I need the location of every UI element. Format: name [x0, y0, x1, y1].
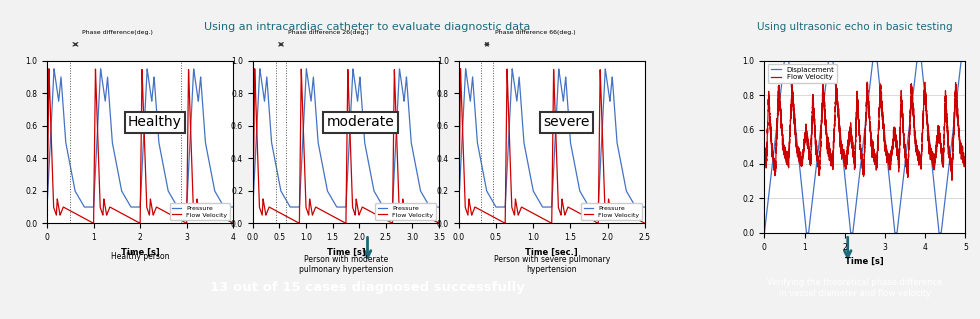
Flow Velocity: [795, 164, 807, 168]
Flow Velocity: [835, 146, 847, 150]
Flow Velocity: [889, 132, 901, 136]
Text: Using ultrasonic echo in basic testing: Using ultrasonic echo in basic testing: [757, 22, 953, 32]
Legend: Displacement, Flow Velocity: Displacement, Flow Velocity: [768, 64, 837, 83]
Text: severe: severe: [544, 115, 590, 130]
Line: Displacement: Displacement: [764, 61, 965, 233]
Text: Verifying the theoretical phase difference
in vessel diameter and flow velocity: Verifying the theoretical phase differen…: [767, 278, 942, 298]
Text: Using an intracardiac catheter to evaluate diagnostic data: Using an intracardiac catheter to evalua…: [204, 22, 531, 32]
Displacement: [795, 178, 807, 182]
Text: Phase difference(deg.): Phase difference(deg.): [82, 30, 153, 34]
Text: moderate: moderate: [327, 115, 395, 130]
Displacement: [759, 231, 770, 235]
Line: Flow Velocity: Flow Velocity: [764, 81, 965, 180]
Flow Velocity: [817, 79, 829, 83]
Flow Velocity: [946, 178, 957, 182]
Displacement: [889, 231, 901, 235]
Text: 13 out of 15 cases diagnosed successfully: 13 out of 15 cases diagnosed successfull…: [210, 281, 525, 294]
Displacement: [835, 139, 847, 143]
Text: Person with moderate
pulmonary hypertension: Person with moderate pulmonary hypertens…: [299, 255, 393, 274]
Text: Healthy person: Healthy person: [111, 252, 170, 261]
Flow Velocity: [879, 145, 891, 148]
X-axis label: Time [sec.]: Time [sec.]: [525, 248, 578, 256]
Text: Phase difference 66(deg.): Phase difference 66(deg.): [495, 30, 575, 34]
Legend: Pressure, Flow Velocity: Pressure, Flow Velocity: [170, 203, 230, 220]
Legend: Pressure, Flow Velocity: Pressure, Flow Velocity: [375, 203, 436, 220]
Flow Velocity: [959, 165, 971, 168]
Text: Phase difference 26(deg.): Phase difference 26(deg.): [288, 30, 368, 34]
Displacement: [908, 81, 920, 85]
Displacement: [879, 135, 891, 139]
Flow Velocity: [759, 141, 770, 145]
X-axis label: Time [s]: Time [s]: [326, 248, 366, 256]
Legend: Pressure, Flow Velocity: Pressure, Flow Velocity: [581, 203, 642, 220]
Displacement: [924, 140, 936, 144]
X-axis label: Time [s]: Time [s]: [121, 248, 160, 256]
Flow Velocity: [924, 144, 936, 148]
Displacement: [778, 59, 790, 63]
Text: Healthy: Healthy: [128, 115, 182, 130]
Displacement: [959, 59, 971, 63]
X-axis label: Time [s]: Time [s]: [846, 257, 884, 266]
Text: Person with severe pulmonary
hypertension: Person with severe pulmonary hypertensio…: [494, 255, 610, 274]
Flow Velocity: [908, 126, 920, 130]
